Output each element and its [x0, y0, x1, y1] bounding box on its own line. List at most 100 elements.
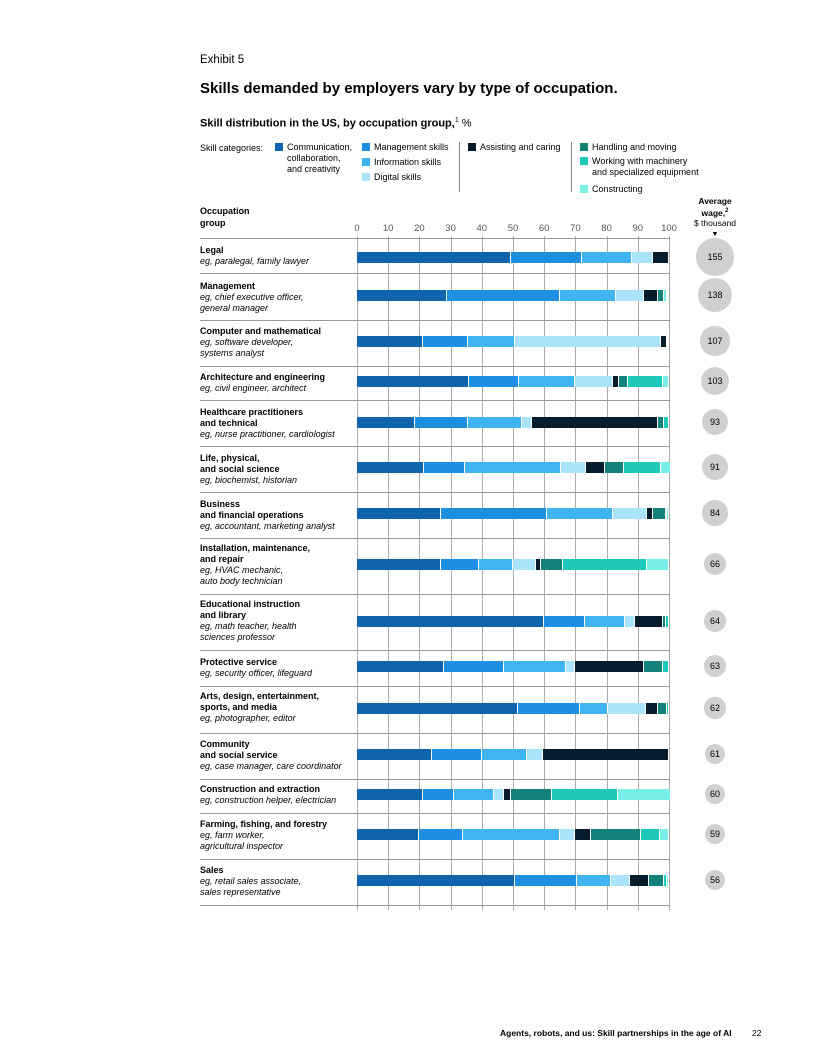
bar-segment	[357, 749, 432, 760]
row-separator	[200, 859, 670, 860]
x-tick-label: 40	[476, 223, 488, 234]
bar-segment	[575, 661, 645, 672]
occupation-label: Construction and extraction eg, construct…	[200, 784, 355, 806]
bar-segment	[644, 290, 659, 301]
x-tick-label: 100	[661, 223, 677, 234]
row-separator	[200, 366, 670, 367]
x-gridline	[481, 236, 483, 910]
occupation-example: eg, photographer, editor	[200, 713, 296, 723]
occupation-example: eg, software developer, systems analyst	[200, 337, 294, 358]
bar-segment	[357, 462, 425, 473]
bar-segment	[584, 616, 626, 627]
bar-segment	[580, 703, 609, 714]
subtitle-unit: %	[458, 117, 472, 130]
bar-segment	[653, 252, 669, 263]
bar-segment	[575, 376, 613, 387]
wage-header: Average wage,2 $ thousand ▼	[680, 196, 750, 238]
bar-segment	[513, 559, 537, 570]
wage-bubble: 84	[702, 500, 728, 526]
bar-segment	[541, 559, 563, 570]
wage-header-title: Average wage,2	[680, 196, 750, 218]
x-gridline	[419, 236, 421, 910]
bar-segment	[661, 336, 668, 347]
occupation-label: Computer and mathematical eg, software de…	[200, 326, 355, 359]
bar-segment	[444, 661, 504, 672]
wage-bubble: 66	[704, 553, 726, 575]
bar-segment	[664, 290, 668, 301]
bar-segment	[619, 376, 629, 387]
occupation-label: Educational instruction and library eg, m…	[200, 599, 355, 643]
x-tick-label: 20	[414, 223, 425, 234]
occupation-label: Arts, design, entertainment, sports, and…	[200, 691, 355, 724]
bar-segment	[542, 749, 669, 760]
occupation-name: Installation, maintenance, and repair	[200, 543, 311, 564]
row-separator	[200, 446, 670, 447]
legend-divider	[459, 142, 460, 192]
bar-segment	[357, 336, 423, 347]
row-separator	[200, 594, 670, 595]
wage-bubble: 103	[700, 366, 730, 396]
occupation-example: eg, farm worker, agricultural inspector	[200, 830, 284, 851]
occupation-label: Installation, maintenance, and repair eg,…	[200, 543, 355, 587]
bar-segment	[653, 508, 666, 519]
occupation-label: Protective service eg, security officer, …	[200, 657, 355, 679]
occupation-example: eg, case manager, care coordinator	[200, 761, 342, 771]
occupation-label: Community and social service eg, case man…	[200, 739, 355, 772]
legend-swatch	[580, 143, 588, 151]
legend: Skill categories: Communication, collabo…	[200, 142, 720, 196]
bar-segment	[648, 875, 665, 886]
bar-segment	[575, 829, 591, 840]
bar-segment	[517, 703, 581, 714]
legend-swatch	[362, 158, 370, 166]
legend-text: Handling and moving	[592, 142, 677, 152]
bar-segment	[566, 661, 576, 672]
bar-segment	[631, 252, 654, 263]
legend-text: Information skills	[374, 157, 442, 167]
bar-segment	[559, 829, 576, 840]
x-gridline	[513, 236, 514, 910]
bar-segment	[647, 559, 669, 570]
bar-segment	[357, 417, 415, 428]
page-number: 22	[752, 1028, 762, 1038]
legend-text: Digital skills	[374, 172, 422, 182]
bar-segment	[511, 789, 552, 800]
occupation-label: Healthcare practitioners and technical eg…	[200, 407, 355, 440]
occupation-label: Management eg, chief executive officer, g…	[200, 281, 355, 314]
occupation-label: Life, physical, and social science eg, bi…	[200, 453, 355, 486]
wage-bubble: 60	[704, 783, 726, 805]
bar-segment	[481, 749, 528, 760]
occupation-label: Business and financial operations eg, acc…	[200, 499, 355, 532]
bar-segment	[608, 703, 646, 714]
occupation-name: Healthcare practitioners and technical	[200, 407, 304, 428]
exhibit-label: Exhibit 5	[200, 54, 245, 66]
x-tick-label: 10	[382, 223, 394, 234]
occupation-name: Educational instruction and library	[200, 599, 301, 620]
bar-segment	[586, 462, 606, 473]
bar-segment	[615, 290, 645, 301]
bar-segment	[645, 703, 659, 714]
down-arrow-icon: ▼	[711, 230, 719, 238]
row-separator	[200, 733, 670, 734]
bar-segment	[357, 875, 515, 886]
occupation-name: Sales	[200, 865, 224, 875]
legend-text: Management skills	[374, 142, 449, 152]
occupation-name: Business and financial operations	[200, 499, 304, 520]
row-separator	[200, 650, 670, 651]
bar-segment	[467, 336, 515, 347]
bar-segment	[527, 749, 543, 760]
x-tick-label: 60	[538, 223, 550, 234]
occupation-name: Life, physical, and social science	[200, 453, 280, 474]
wage-header-text: Average wage,	[698, 196, 732, 218]
occupation-name: Community and social service	[200, 739, 278, 760]
legend-swatch	[580, 157, 588, 165]
occupation-example: eg, chief executive officer, general man…	[200, 292, 304, 313]
occupation-name: Management	[200, 281, 256, 291]
wage-bubble: 61	[704, 743, 726, 765]
x-tick-label: 0	[354, 223, 360, 234]
bar-segment	[464, 462, 562, 473]
bar-segment	[667, 703, 669, 714]
bar-segment	[544, 616, 585, 627]
occupation-label: Farming, fishing, and forestry eg, farm w…	[200, 819, 355, 852]
occupation-example: eg, civil engineer, architect	[200, 383, 307, 393]
chart-subtitle: Skill distribution in the US, by occupat…	[200, 117, 472, 130]
